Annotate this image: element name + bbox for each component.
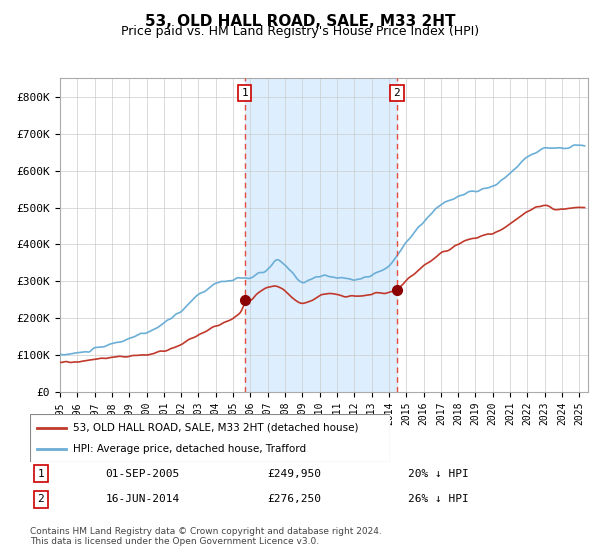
Text: Contains HM Land Registry data © Crown copyright and database right 2024.
This d: Contains HM Land Registry data © Crown c… [30, 526, 382, 546]
Text: 16-JUN-2014: 16-JUN-2014 [106, 494, 180, 505]
Text: £276,250: £276,250 [268, 494, 322, 505]
Text: 53, OLD HALL ROAD, SALE, M33 2HT: 53, OLD HALL ROAD, SALE, M33 2HT [145, 14, 455, 29]
FancyBboxPatch shape [30, 414, 390, 462]
Bar [245, 78, 397, 392]
Text: 26% ↓ HPI: 26% ↓ HPI [408, 494, 469, 505]
Text: HPI: Average price, detached house, Trafford: HPI: Average price, detached house, Traf… [73, 444, 307, 454]
Text: 53, OLD HALL ROAD, SALE, M33 2HT (detached house): 53, OLD HALL ROAD, SALE, M33 2HT (detach… [73, 423, 359, 433]
Text: 1: 1 [37, 469, 44, 479]
Text: 01-SEP-2005: 01-SEP-2005 [106, 469, 180, 479]
Text: 1: 1 [241, 88, 248, 98]
Text: £249,950: £249,950 [268, 469, 322, 479]
Text: 20% ↓ HPI: 20% ↓ HPI [408, 469, 469, 479]
Text: Price paid vs. HM Land Registry's House Price Index (HPI): Price paid vs. HM Land Registry's House … [121, 25, 479, 38]
Text: 2: 2 [37, 494, 44, 505]
Text: 2: 2 [394, 88, 400, 98]
